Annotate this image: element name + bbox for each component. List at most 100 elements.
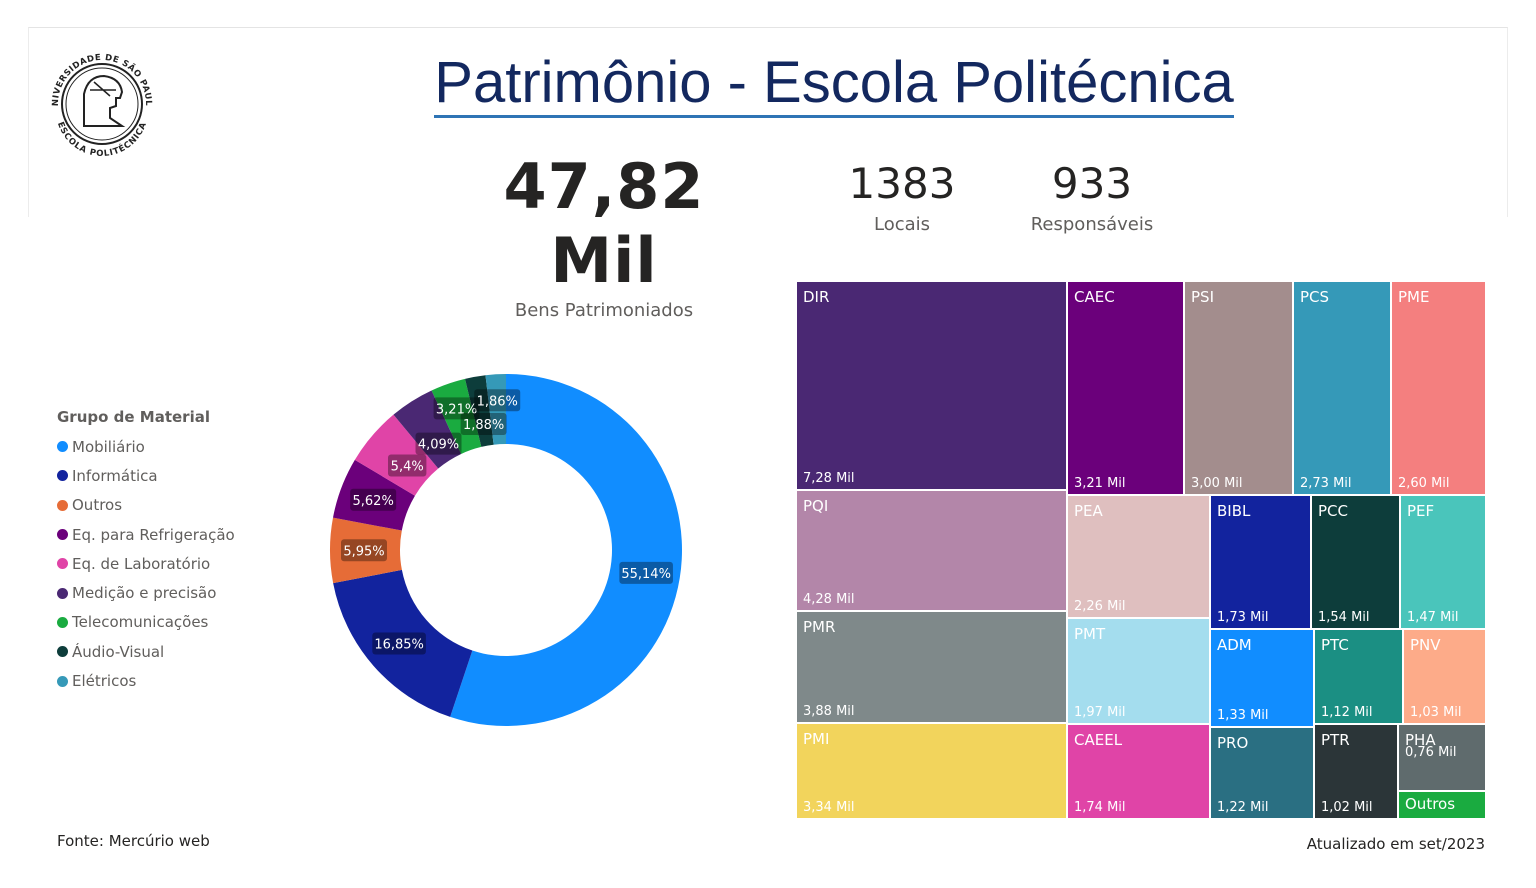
kpi-card-locais[interactable]: 1383 Locais — [822, 158, 982, 235]
treemap-cell-value: 1,22 Mil — [1217, 800, 1269, 815]
treemap-cell[interactable]: Outros — [1398, 791, 1486, 819]
treemap-cell-name: PME — [1398, 288, 1430, 306]
treemap-cell[interactable]: PTC 1,12 Mil — [1314, 629, 1403, 724]
svg-text:55,14%: 55,14% — [621, 567, 671, 582]
donut-slice[interactable] — [330, 517, 402, 584]
treemap-cell[interactable]: CAEC 3,21 Mil — [1067, 281, 1184, 495]
treemap-cell-name: CAEC — [1074, 288, 1115, 306]
treemap-cell-value: 1,74 Mil — [1074, 800, 1126, 815]
legend-item[interactable]: Elétricos — [57, 666, 235, 695]
treemap-cell[interactable]: PNV 1,03 Mil — [1403, 629, 1486, 724]
legend-item[interactable]: Outros — [57, 491, 235, 520]
legend-label: Elétricos — [72, 672, 137, 691]
treemap-cell-name: CAEEL — [1074, 731, 1123, 749]
legend-item[interactable]: Mobiliário — [57, 432, 235, 461]
donut-data-label: 4,09% — [415, 432, 462, 455]
source-note: Fonte: Mercúrio web — [57, 832, 210, 850]
legend-swatch — [57, 441, 68, 453]
treemap-cell-name: PEA — [1074, 502, 1103, 520]
treemap-cell-value: 0,76 Mil — [1405, 745, 1457, 760]
kpi-value: 1383 — [848, 159, 956, 208]
treemap-cell-value: 1,02 Mil — [1321, 800, 1373, 815]
donut-slice[interactable] — [485, 374, 506, 445]
kpi-value: 933 — [1051, 159, 1133, 208]
treemap-cell[interactable]: PME 2,60 Mil — [1391, 281, 1486, 495]
svg-text:5,4%: 5,4% — [391, 460, 424, 475]
legend-swatch — [57, 675, 68, 687]
treemap-cell-value: 2,26 Mil — [1074, 599, 1126, 614]
donut-legend: Grupo de Material Mobiliário Informática O… — [57, 408, 235, 696]
svg-text:16,85%: 16,85% — [374, 637, 424, 652]
treemap-cell-name: PRO — [1217, 734, 1249, 752]
page-title: Patrimônio - Escola Politécnica — [434, 50, 1234, 115]
legend-item[interactable]: Eq. de Laboratório — [57, 549, 235, 578]
legend-label: Eq. para Refrigeração — [72, 525, 235, 544]
treemap-cell-value: 3,00 Mil — [1191, 476, 1243, 491]
legend-swatch — [57, 558, 68, 570]
treemap-cell-value: 3,34 Mil — [803, 800, 855, 815]
treemap-cell-value: 2,60 Mil — [1398, 476, 1450, 491]
donut-chart[interactable]: 55,14% 16,85% 5,95% 5,62% 5,4% 4,09% 3,21%1,88… — [300, 350, 720, 750]
svg-text:1,88%: 1,88% — [463, 418, 504, 433]
treemap-cell-name: PHA — [1405, 731, 1436, 749]
treemap-cell[interactable]: DIR 7,28 Mil — [796, 281, 1067, 490]
legend-item[interactable]: Medição e precisão — [57, 578, 235, 607]
legend-swatch — [57, 616, 68, 628]
treemap-cell-name: PTC — [1321, 636, 1349, 654]
kpi-value: 47,82 Mil — [503, 150, 705, 297]
legend-label: Outros — [72, 496, 123, 515]
treemap-cell-name: PEF — [1407, 502, 1435, 520]
updated-note: Atualizado em set/2023 — [1306, 835, 1485, 853]
treemap-cell[interactable]: PCC 1,54 Mil — [1311, 495, 1400, 629]
kpi-card-bens[interactable]: 47,82 Mil Bens Patrimoniados — [454, 150, 754, 321]
svg-text:3,21%: 3,21% — [436, 402, 477, 417]
legend-swatch — [57, 499, 68, 511]
donut-slice[interactable] — [332, 459, 415, 531]
kpi-card-responsaveis[interactable]: 933 Responsáveis — [1012, 158, 1172, 235]
treemap-cell[interactable]: PMI 3,34 Mil — [796, 723, 1067, 819]
donut-slice[interactable] — [450, 374, 682, 726]
svg-text:5,95%: 5,95% — [343, 544, 384, 559]
treemap-cell-name: ADM — [1217, 636, 1252, 654]
legend-item[interactable]: Áudio-Visual — [57, 637, 235, 666]
treemap-cell-value: 1,73 Mil — [1217, 610, 1269, 625]
donut-slice[interactable] — [333, 569, 473, 717]
legend-item[interactable]: Telecomunicações — [57, 608, 235, 637]
legend-item[interactable]: Eq. para Refrigeração — [57, 520, 235, 549]
treemap-cell[interactable]: PHA 0,76 Mil — [1398, 724, 1486, 791]
legend-swatch — [57, 646, 68, 658]
treemap-cell-name: DIR — [803, 288, 830, 306]
treemap-cell[interactable]: BIBL 1,73 Mil — [1210, 495, 1311, 629]
donut-slice[interactable] — [354, 414, 439, 496]
donut-slice[interactable] — [393, 390, 462, 469]
kpi-label: Responsáveis — [1030, 214, 1154, 235]
treemap-cell[interactable]: PMR 3,88 Mil — [796, 611, 1067, 723]
donut-slice[interactable] — [465, 375, 494, 447]
donut-slice[interactable] — [431, 378, 482, 454]
treemap-cell-value: 3,88 Mil — [803, 704, 855, 719]
treemap-cell[interactable]: PEF 1,47 Mil — [1400, 495, 1486, 629]
treemap-cell-value: 1,97 Mil — [1074, 705, 1126, 720]
legend-swatch — [57, 587, 68, 599]
treemap-cell[interactable]: ADM 1,33 Mil — [1210, 629, 1314, 727]
treemap-cell[interactable]: PSI 3,00 Mil — [1184, 281, 1293, 495]
legend-label: Mobiliário — [72, 437, 145, 456]
treemap-cell[interactable]: PCS 2,73 Mil — [1293, 281, 1391, 495]
treemap-cell[interactable]: PEA 2,26 Mil — [1067, 495, 1210, 618]
legend-label: Telecomunicações — [72, 613, 209, 632]
legend-label: Informática — [72, 466, 158, 485]
treemap-cell[interactable]: PQI 4,28 Mil — [796, 490, 1067, 611]
donut-data-label: 5,62% — [350, 488, 397, 511]
treemap-cell[interactable]: CAEEL 1,74 Mil — [1067, 724, 1210, 819]
treemap-cell[interactable]: PTR 1,02 Mil — [1314, 724, 1398, 819]
treemap-cell-value: 3,21 Mil — [1074, 476, 1126, 491]
title-underline — [434, 115, 1234, 118]
treemap-cell[interactable]: PMT 1,97 Mil — [1067, 618, 1210, 724]
kpi-label: Bens Patrimoniados — [514, 300, 694, 321]
treemap-cell[interactable]: PRO 1,22 Mil — [1210, 727, 1314, 819]
treemap-cell-value: 2,73 Mil — [1300, 476, 1352, 491]
legend-label: Medição e precisão — [72, 584, 217, 603]
legend-item[interactable]: Informática — [57, 461, 235, 490]
treemap-cell-name: PCS — [1300, 288, 1330, 306]
treemap-chart[interactable]: DIR 7,28 Mil CAEC 3,21 Mil PSI 3,00 Mil PCS 2,7… — [796, 281, 1486, 819]
